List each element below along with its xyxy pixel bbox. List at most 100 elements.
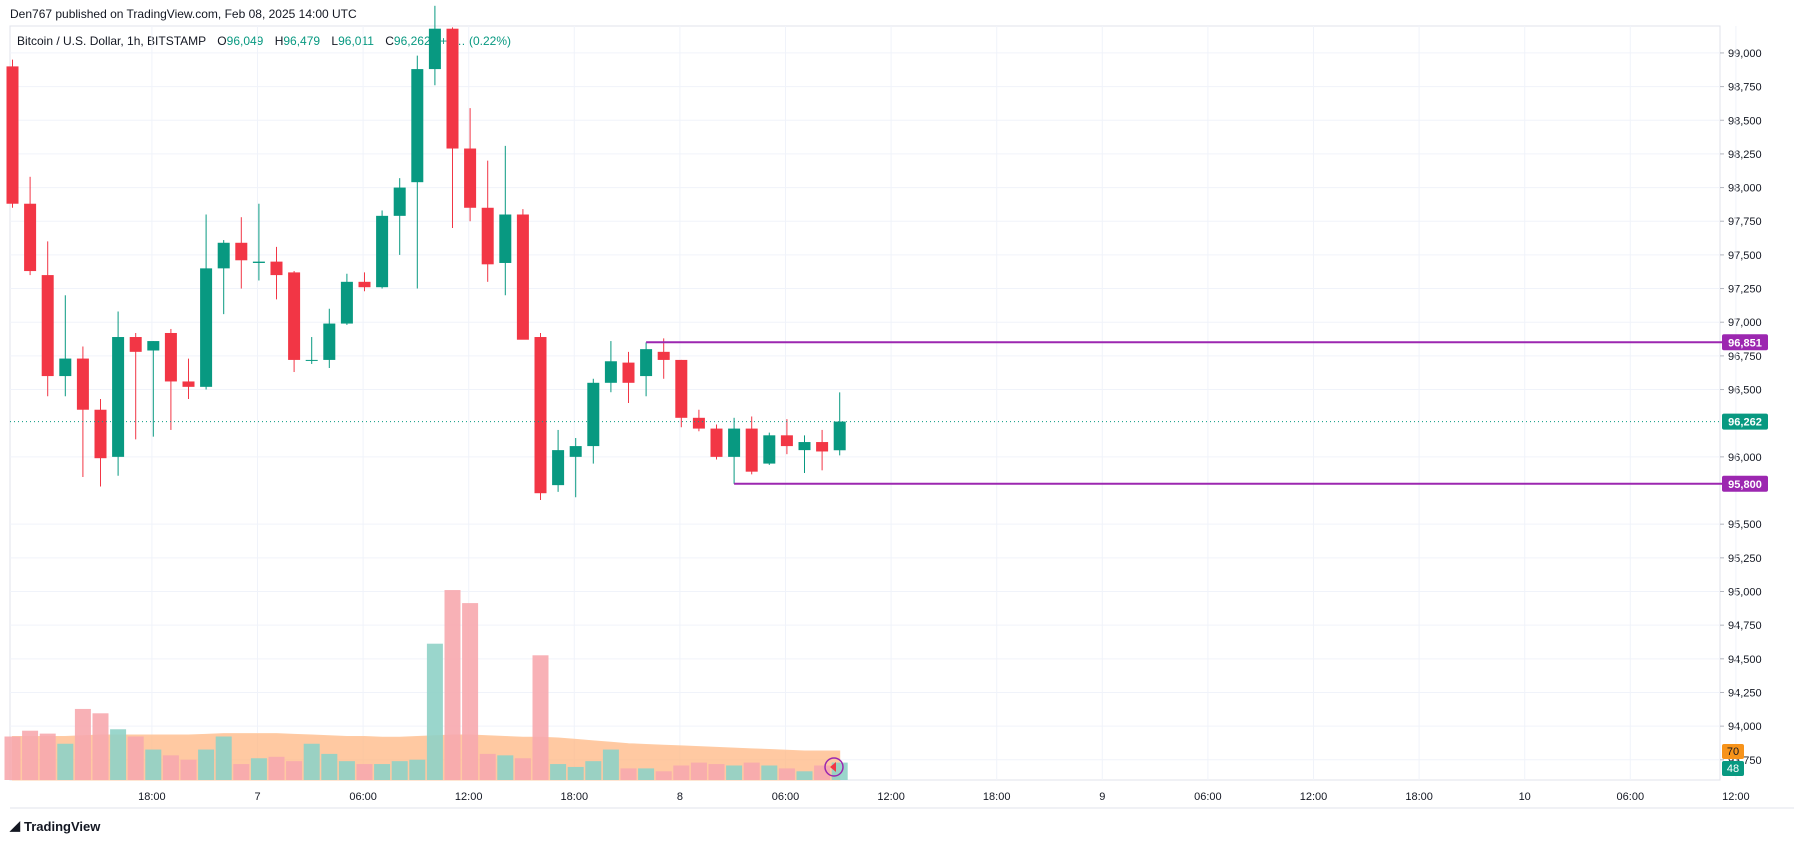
candle-body bbox=[59, 358, 72, 377]
candle-body bbox=[499, 214, 512, 263]
volume-bar bbox=[321, 753, 338, 780]
tradingview-logo-icon: ◢ bbox=[10, 818, 20, 833]
volume-bar bbox=[620, 768, 637, 780]
candle-body bbox=[217, 242, 230, 269]
candle-body bbox=[323, 323, 336, 360]
support-price-badge bbox=[1722, 475, 1768, 492]
legend-open-label: O bbox=[217, 34, 227, 48]
volume-bar bbox=[761, 765, 778, 780]
time-tick-label: 12:00 bbox=[455, 791, 483, 803]
volume-ma-badge bbox=[1722, 744, 1744, 759]
volume-bar bbox=[690, 762, 707, 780]
time-tick-label: 06:00 bbox=[1617, 791, 1645, 803]
time-tick-label: 8 bbox=[677, 791, 683, 803]
volume-bar bbox=[233, 764, 250, 780]
price-tick-label: 99,000 bbox=[1728, 48, 1762, 60]
price-tick-label: 97,500 bbox=[1728, 250, 1762, 262]
candle-body bbox=[182, 381, 195, 387]
volume-bar bbox=[110, 729, 127, 780]
time-tick-label: 18:00 bbox=[561, 791, 589, 803]
volume-bar bbox=[250, 758, 267, 780]
candle-body bbox=[481, 207, 494, 265]
volume-bar bbox=[74, 708, 91, 780]
volume-bar bbox=[638, 768, 655, 780]
tradingview-brand: TradingView bbox=[24, 818, 101, 834]
candle-body bbox=[6, 66, 19, 204]
price-tick-label: 98,750 bbox=[1728, 82, 1762, 94]
candle-body bbox=[604, 361, 617, 383]
candle-body bbox=[94, 409, 107, 459]
candle-body bbox=[763, 435, 776, 464]
volume-bar bbox=[655, 771, 672, 780]
publisher-line: Den767 published on TradingView.com, Feb… bbox=[10, 7, 357, 21]
volume-bar bbox=[338, 761, 355, 780]
price-tick-label: 94,250 bbox=[1728, 687, 1762, 699]
volume-bar bbox=[92, 713, 109, 780]
time-tick-label: 18:00 bbox=[983, 791, 1011, 803]
candle-body bbox=[235, 242, 248, 261]
candle-body bbox=[270, 261, 283, 276]
candle-body bbox=[464, 148, 477, 208]
volume-bar bbox=[743, 762, 760, 780]
candle-body bbox=[164, 332, 177, 382]
time-tick-label: 18:00 bbox=[138, 791, 166, 803]
volume-bar bbox=[286, 761, 303, 780]
candle-body bbox=[745, 428, 758, 472]
volume-bar bbox=[532, 655, 549, 780]
candle-body bbox=[710, 428, 723, 457]
price-tick-label: 95,250 bbox=[1728, 553, 1762, 565]
replay-icon bbox=[824, 757, 844, 777]
volume-bar bbox=[268, 756, 285, 780]
candle-body bbox=[428, 28, 441, 70]
time-tick-label: 10 bbox=[1519, 791, 1531, 803]
volume-bar bbox=[145, 749, 162, 780]
candle-body bbox=[411, 69, 424, 183]
volume-bar bbox=[391, 761, 408, 780]
price-tick-label: 98,000 bbox=[1728, 183, 1762, 195]
candle-body bbox=[147, 341, 160, 351]
time-tick-label: 06:00 bbox=[1194, 791, 1222, 803]
candle-body bbox=[288, 272, 301, 360]
price-tick-label: 96,750 bbox=[1728, 351, 1762, 363]
volume-bar bbox=[778, 768, 795, 780]
volume-bar bbox=[180, 759, 197, 780]
volume-bar bbox=[303, 743, 320, 780]
candle-body bbox=[833, 421, 846, 451]
candle-body bbox=[587, 382, 600, 447]
legend-symbol[interactable]: Bitcoin / U.S. Dollar, 1h, BITSTAMP bbox=[17, 34, 206, 48]
volume-bar bbox=[215, 736, 232, 780]
price-tick-label: 98,250 bbox=[1728, 149, 1762, 161]
volume-bar bbox=[497, 755, 514, 780]
tradingview-logo[interactable]: ◢ TradingView bbox=[10, 818, 100, 834]
resistance-price-badge bbox=[1722, 334, 1768, 351]
legend-high-label: H bbox=[274, 34, 284, 48]
volume-bar bbox=[479, 753, 496, 780]
volume-bar bbox=[198, 749, 215, 780]
volume-bar bbox=[356, 764, 373, 780]
price-tick-label: 96,000 bbox=[1728, 452, 1762, 464]
legend-close-value: 96,262 bbox=[393, 34, 431, 48]
candle-body bbox=[24, 203, 37, 272]
candle-body bbox=[622, 362, 635, 383]
time-tick-label: 18:00 bbox=[1405, 791, 1433, 803]
candle-body bbox=[129, 337, 142, 352]
plot-frame bbox=[9, 25, 1721, 781]
candle-body bbox=[816, 442, 829, 452]
candle-body bbox=[657, 351, 670, 360]
price-tick-label: 94,000 bbox=[1728, 721, 1762, 733]
candle-body bbox=[516, 214, 529, 340]
price-tick-label: 94,500 bbox=[1728, 654, 1762, 666]
candle-body bbox=[798, 442, 811, 451]
volume-bar bbox=[796, 771, 813, 780]
volume-bar bbox=[409, 759, 426, 780]
candle-body bbox=[393, 187, 406, 216]
volume-bar bbox=[673, 765, 690, 780]
candle-body bbox=[112, 337, 125, 457]
last-price-badge bbox=[1722, 413, 1768, 430]
volume-bar bbox=[374, 764, 391, 780]
price-tick-label: 96,500 bbox=[1728, 385, 1762, 397]
volume-bar bbox=[4, 736, 21, 780]
price-tick-label: 97,750 bbox=[1728, 216, 1762, 228]
volume-bar bbox=[602, 749, 619, 780]
